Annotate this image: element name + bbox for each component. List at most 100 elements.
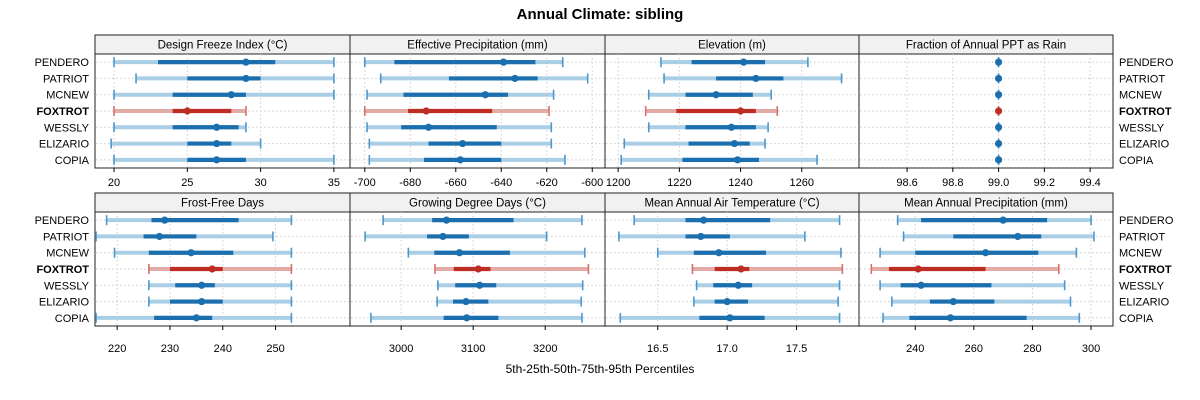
percentile-row-copia — [368, 154, 566, 165]
median-dot — [198, 297, 206, 306]
tick-label: 99.0 — [988, 177, 1009, 189]
tick-label: 260 — [965, 343, 983, 355]
median-dot — [994, 91, 1003, 99]
median-dot — [439, 232, 447, 241]
percentile-row-mcnew — [366, 89, 555, 100]
percentile-row-mcnew — [994, 89, 1003, 100]
percentile-row-mcnew — [879, 247, 1078, 258]
tick-label: 1240 — [728, 177, 752, 189]
site-label-right-wessly: WESSLY — [1119, 122, 1165, 134]
median-dot — [740, 58, 748, 66]
percentile-row-wessly — [113, 122, 247, 133]
site-label-right-patriot: PATRIOT — [1119, 73, 1165, 85]
percentile-row-wessly — [647, 122, 769, 133]
tick-label: 250 — [266, 343, 284, 355]
percentile-row-elizario — [368, 138, 553, 149]
percentile-row-copia — [113, 154, 335, 165]
median-dot — [723, 297, 731, 306]
median-dot — [424, 123, 433, 131]
percentile-row-copia — [994, 154, 1003, 165]
tick-label: 35 — [328, 177, 340, 189]
panel-mean-annual-air-temperature-c-: Mean Annual Air Temperature (°C) 16.5 17.0… — [604, 192, 860, 355]
panel-title: Elevation (m) — [698, 40, 766, 52]
median-dot — [994, 139, 1003, 148]
site-label-left-pendero: PENDERO — [35, 215, 90, 227]
median-dot — [463, 314, 471, 322]
tick-label: -700 — [354, 177, 376, 189]
median-dot — [994, 156, 1003, 164]
percentile-row-elizario — [891, 296, 1072, 307]
site-label-left-pendero: PENDERO — [35, 57, 90, 69]
percentile-row-pendero — [660, 57, 809, 68]
figure-title: Annual Climate: sibling — [516, 6, 684, 23]
median-dot — [459, 139, 467, 148]
median-dot — [456, 156, 464, 164]
median-dot — [917, 281, 925, 289]
median-dot — [715, 249, 723, 257]
median-dot — [208, 265, 216, 273]
site-label-left-wessly: WESSLY — [44, 280, 90, 292]
median-dot — [462, 297, 470, 306]
panel-title: Frost-Free Days — [181, 198, 264, 210]
median-dot — [242, 74, 250, 83]
median-dot — [474, 265, 482, 273]
percentile-row-patriot — [902, 231, 1095, 242]
median-dot — [455, 249, 464, 257]
median-dot — [981, 249, 990, 257]
percentile-row-copia — [95, 312, 293, 323]
tick-label: 300 — [1082, 343, 1100, 355]
percentile-row-elizario — [110, 138, 262, 149]
percentile-row-mcnew — [656, 247, 842, 258]
panel-design-freeze-index-c-: Design Freeze Index (°C) 20 25 30 35 — [94, 34, 351, 189]
tick-label: -620 — [536, 177, 558, 189]
site-label-left-wessly: WESSLY — [44, 122, 90, 134]
site-label-left-patriot: PATRIOT — [43, 73, 89, 85]
median-dot — [161, 216, 169, 224]
percentile-row-foxtrot — [363, 106, 550, 116]
percentile-row-pendero — [896, 215, 1092, 226]
site-label-right-pendero: PENDERO — [1119, 215, 1174, 227]
percentile-row-foxtrot — [113, 106, 247, 116]
site-label-left-copia: COPIA — [55, 313, 90, 325]
median-dot — [727, 123, 735, 131]
site-label-right-elizario: ELIZARIO — [1119, 139, 1170, 151]
percentile-row-wessly — [366, 122, 553, 133]
median-dot — [213, 123, 221, 131]
median-dot — [192, 314, 200, 322]
site-label-right-foxtrot: FOXTROT — [1119, 106, 1172, 118]
tick-label: 16.5 — [647, 343, 668, 355]
site-label-right-mcnew: MCNEW — [1119, 248, 1162, 260]
median-dot — [242, 58, 250, 66]
percentile-row-mcnew — [407, 247, 586, 258]
tick-label: 220 — [108, 343, 126, 355]
percentile-row-foxtrot — [644, 106, 779, 116]
percentile-row-pendero — [994, 57, 1003, 68]
panel-elevation-m-: Elevation (m) 1200 1220 1240 1260 — [604, 34, 860, 189]
site-label-right-pendero: PENDERO — [1119, 57, 1174, 69]
median-dot — [697, 232, 705, 241]
site-label-right-mcnew: MCNEW — [1119, 90, 1162, 102]
median-dot — [198, 281, 206, 289]
tick-label: 25 — [181, 177, 193, 189]
percentile-row-wessly — [148, 280, 293, 291]
panel-title: Mean Annual Air Temperature (°C) — [644, 198, 819, 210]
tick-label: 17.5 — [786, 343, 807, 355]
percentile-row-copia — [620, 154, 818, 165]
site-label-left-foxtrot: FOXTROT — [36, 106, 89, 118]
panel-effective-precipitation-mm-: Effective Precipitation (mm) -700 -680 -660… — [349, 34, 606, 189]
percentile-row-wessly — [994, 122, 1003, 133]
site-label-right-wessly: WESSLY — [1119, 280, 1165, 292]
site-label-left-patriot: PATRIOT — [43, 231, 89, 243]
median-dot — [422, 107, 430, 115]
percentile-row-elizario — [623, 138, 766, 149]
tick-label: 98.6 — [896, 177, 917, 189]
tick-label: 280 — [1023, 343, 1041, 355]
site-label-left-elizario: ELIZARIO — [39, 297, 90, 309]
percentile-row-patriot — [994, 73, 1003, 84]
tick-label: 240 — [214, 343, 232, 355]
tick-label: -640 — [490, 177, 512, 189]
tick-label: -600 — [581, 177, 603, 189]
percentile-row-mcnew — [113, 247, 293, 258]
percentile-row-copia — [619, 312, 841, 323]
panel-title: Fraction of Annual PPT as Rain — [906, 40, 1066, 52]
